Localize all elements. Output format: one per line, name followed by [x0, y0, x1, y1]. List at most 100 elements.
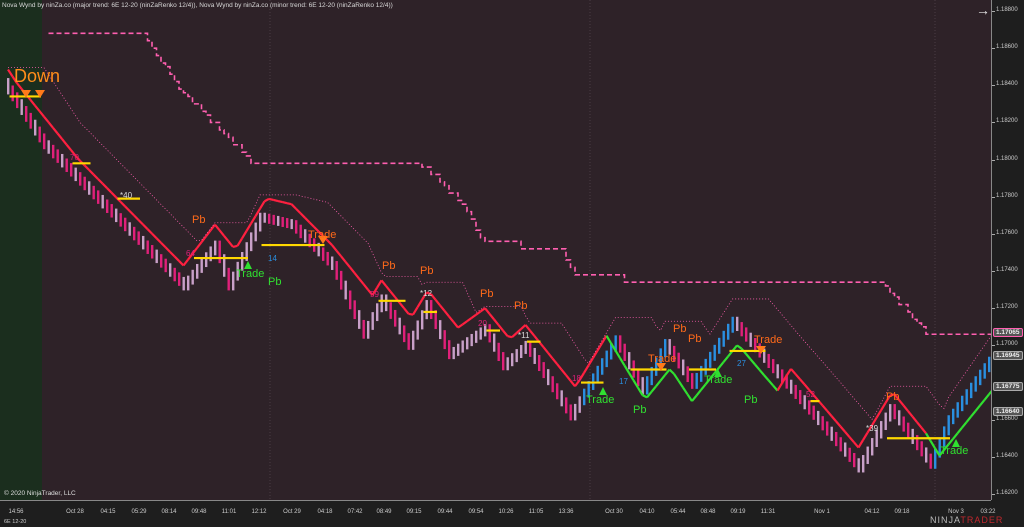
- major-trend-line: [155, 237, 162, 244]
- brick-count: 18: [572, 374, 581, 383]
- price-marker: 1.16945: [993, 350, 1023, 360]
- major-trend-line: [232, 244, 238, 248]
- time-tick: 05:29: [131, 509, 147, 515]
- time-tick: 12:12: [251, 509, 267, 515]
- major-trend-line: [781, 375, 788, 384]
- renko-bar: [817, 410, 820, 426]
- time-tick: 14:56: [8, 509, 24, 515]
- renko-bar: [772, 359, 775, 374]
- renko-bar: [470, 333, 473, 347]
- expand-arrow-icon[interactable]: →: [976, 2, 990, 18]
- major-trend-line: [952, 432, 959, 440]
- renko-bar: [164, 258, 167, 273]
- renko-bar: [169, 263, 172, 277]
- renko-bar: [101, 194, 104, 209]
- price-axis[interactable]: 1.18800 1.18600 1.18400 1.18200 1.18000 1.178…: [991, 0, 1024, 500]
- major-trend-line: [695, 389, 702, 397]
- time-tick: Oct 29: [283, 509, 301, 515]
- renko-bar: [128, 222, 131, 236]
- major-trend-line: [133, 214, 140, 221]
- time-tick: 10:26: [498, 509, 514, 515]
- renko-bar: [29, 112, 32, 129]
- renko-bar: [911, 428, 914, 444]
- major-trend-line: [344, 261, 351, 269]
- major-trend-line: [317, 230, 324, 237]
- renko-bar: [250, 232, 253, 252]
- renko-bar: [133, 226, 136, 241]
- renko-bar: [808, 400, 811, 415]
- renko-bar: [349, 290, 352, 310]
- major-trend-line: [142, 223, 149, 230]
- brick-count: *11: [518, 331, 530, 340]
- renko-bar: [682, 359, 685, 376]
- major-trend-line: [349, 266, 356, 274]
- renko-bar: [83, 176, 86, 191]
- major-trend-line: [767, 379, 774, 387]
- renko-bar: [367, 320, 370, 339]
- renko-bar: [826, 421, 829, 436]
- renko-bar: [295, 220, 298, 234]
- renko-bar: [457, 343, 460, 356]
- renko-bar: [740, 322, 743, 337]
- renko-bar: [884, 412, 887, 430]
- renko-bar: [970, 382, 973, 399]
- renko-bar: [322, 247, 325, 261]
- renko-bar: [385, 294, 388, 312]
- renko-bar: [502, 352, 505, 371]
- major-trend-line: [713, 366, 720, 374]
- major-trend-line: [421, 291, 428, 301]
- sell-triangle-icon: [21, 90, 31, 98]
- major-trend-line: [209, 223, 216, 232]
- renko-bar: [160, 254, 163, 268]
- renko-bar: [61, 153, 64, 168]
- renko-bar: [245, 242, 248, 261]
- price-tick: 1.17200: [992, 304, 1018, 311]
- time-tick: 07:42: [347, 509, 363, 515]
- major-trend-line: [493, 318, 500, 326]
- brick-count: *39: [866, 424, 879, 433]
- major-trend-line: [470, 313, 477, 319]
- chart-plot-area[interactable]: Nova Wynd by ninZa.co (major trend: 6E 1…: [0, 0, 991, 500]
- renko-bar: [767, 353, 770, 369]
- time-tick: 11:05: [528, 509, 544, 515]
- renko-bar: [398, 317, 401, 335]
- renko-bar: [542, 362, 545, 379]
- indicator-title: Nova Wynd by ninZa.co (major trend: 6E 1…: [2, 2, 393, 9]
- major-trend-line: [282, 201, 288, 205]
- major-trend-line: [614, 350, 621, 359]
- renko-bar: [200, 258, 203, 273]
- buy-triangle-icon: [952, 439, 960, 447]
- major-trend-line: [11, 75, 18, 84]
- renko-bar: [146, 240, 149, 254]
- renko-bar: [281, 216, 284, 227]
- renko-bar: [209, 246, 212, 262]
- pb-label: Pb: [268, 276, 282, 288]
- major-trend-line: [718, 361, 725, 369]
- time-tick: 13:36: [558, 509, 574, 515]
- renko-bar: [776, 364, 779, 379]
- time-tick: 09:18: [894, 509, 910, 515]
- major-trend-line: [776, 382, 783, 392]
- renko-bar: [425, 300, 428, 320]
- renko-bar: [43, 133, 46, 150]
- major-trend-line: [907, 410, 914, 418]
- price-tick: 1.18400: [992, 81, 1018, 88]
- brick-count: 27: [737, 359, 746, 368]
- time-axis[interactable]: 14:56 Oct 28 04:15 05:29 08:14 09:48 11:01 12:1…: [0, 500, 996, 527]
- time-tick: Oct 30: [605, 509, 623, 515]
- major-trend-line: [875, 409, 882, 419]
- renko-bar: [893, 404, 896, 420]
- renko-bar: [565, 397, 568, 414]
- major-trend-line: [983, 393, 990, 401]
- pb-label: Pb: [382, 260, 396, 272]
- major-trend-line: [542, 346, 549, 354]
- major-trend-line: [106, 187, 113, 194]
- renko-bar: [848, 447, 851, 462]
- time-tick: 08:49: [376, 509, 392, 515]
- major-trend-line: [426, 291, 432, 296]
- renko-bar: [70, 163, 73, 177]
- major-trend-line: [38, 110, 45, 118]
- renko-bar: [781, 369, 784, 384]
- major-trend-line: [439, 304, 446, 312]
- major-trend-line: [169, 251, 176, 258]
